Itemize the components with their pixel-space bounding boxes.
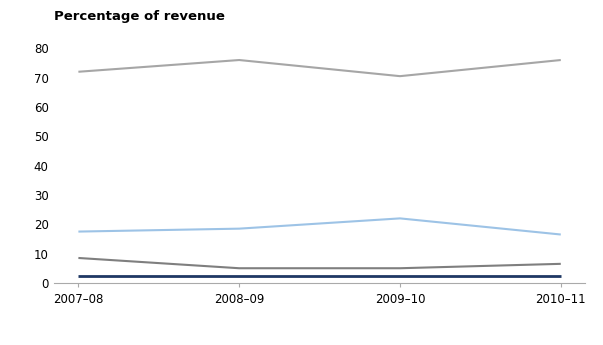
Text: Percentage of revenue: Percentage of revenue (54, 10, 225, 23)
